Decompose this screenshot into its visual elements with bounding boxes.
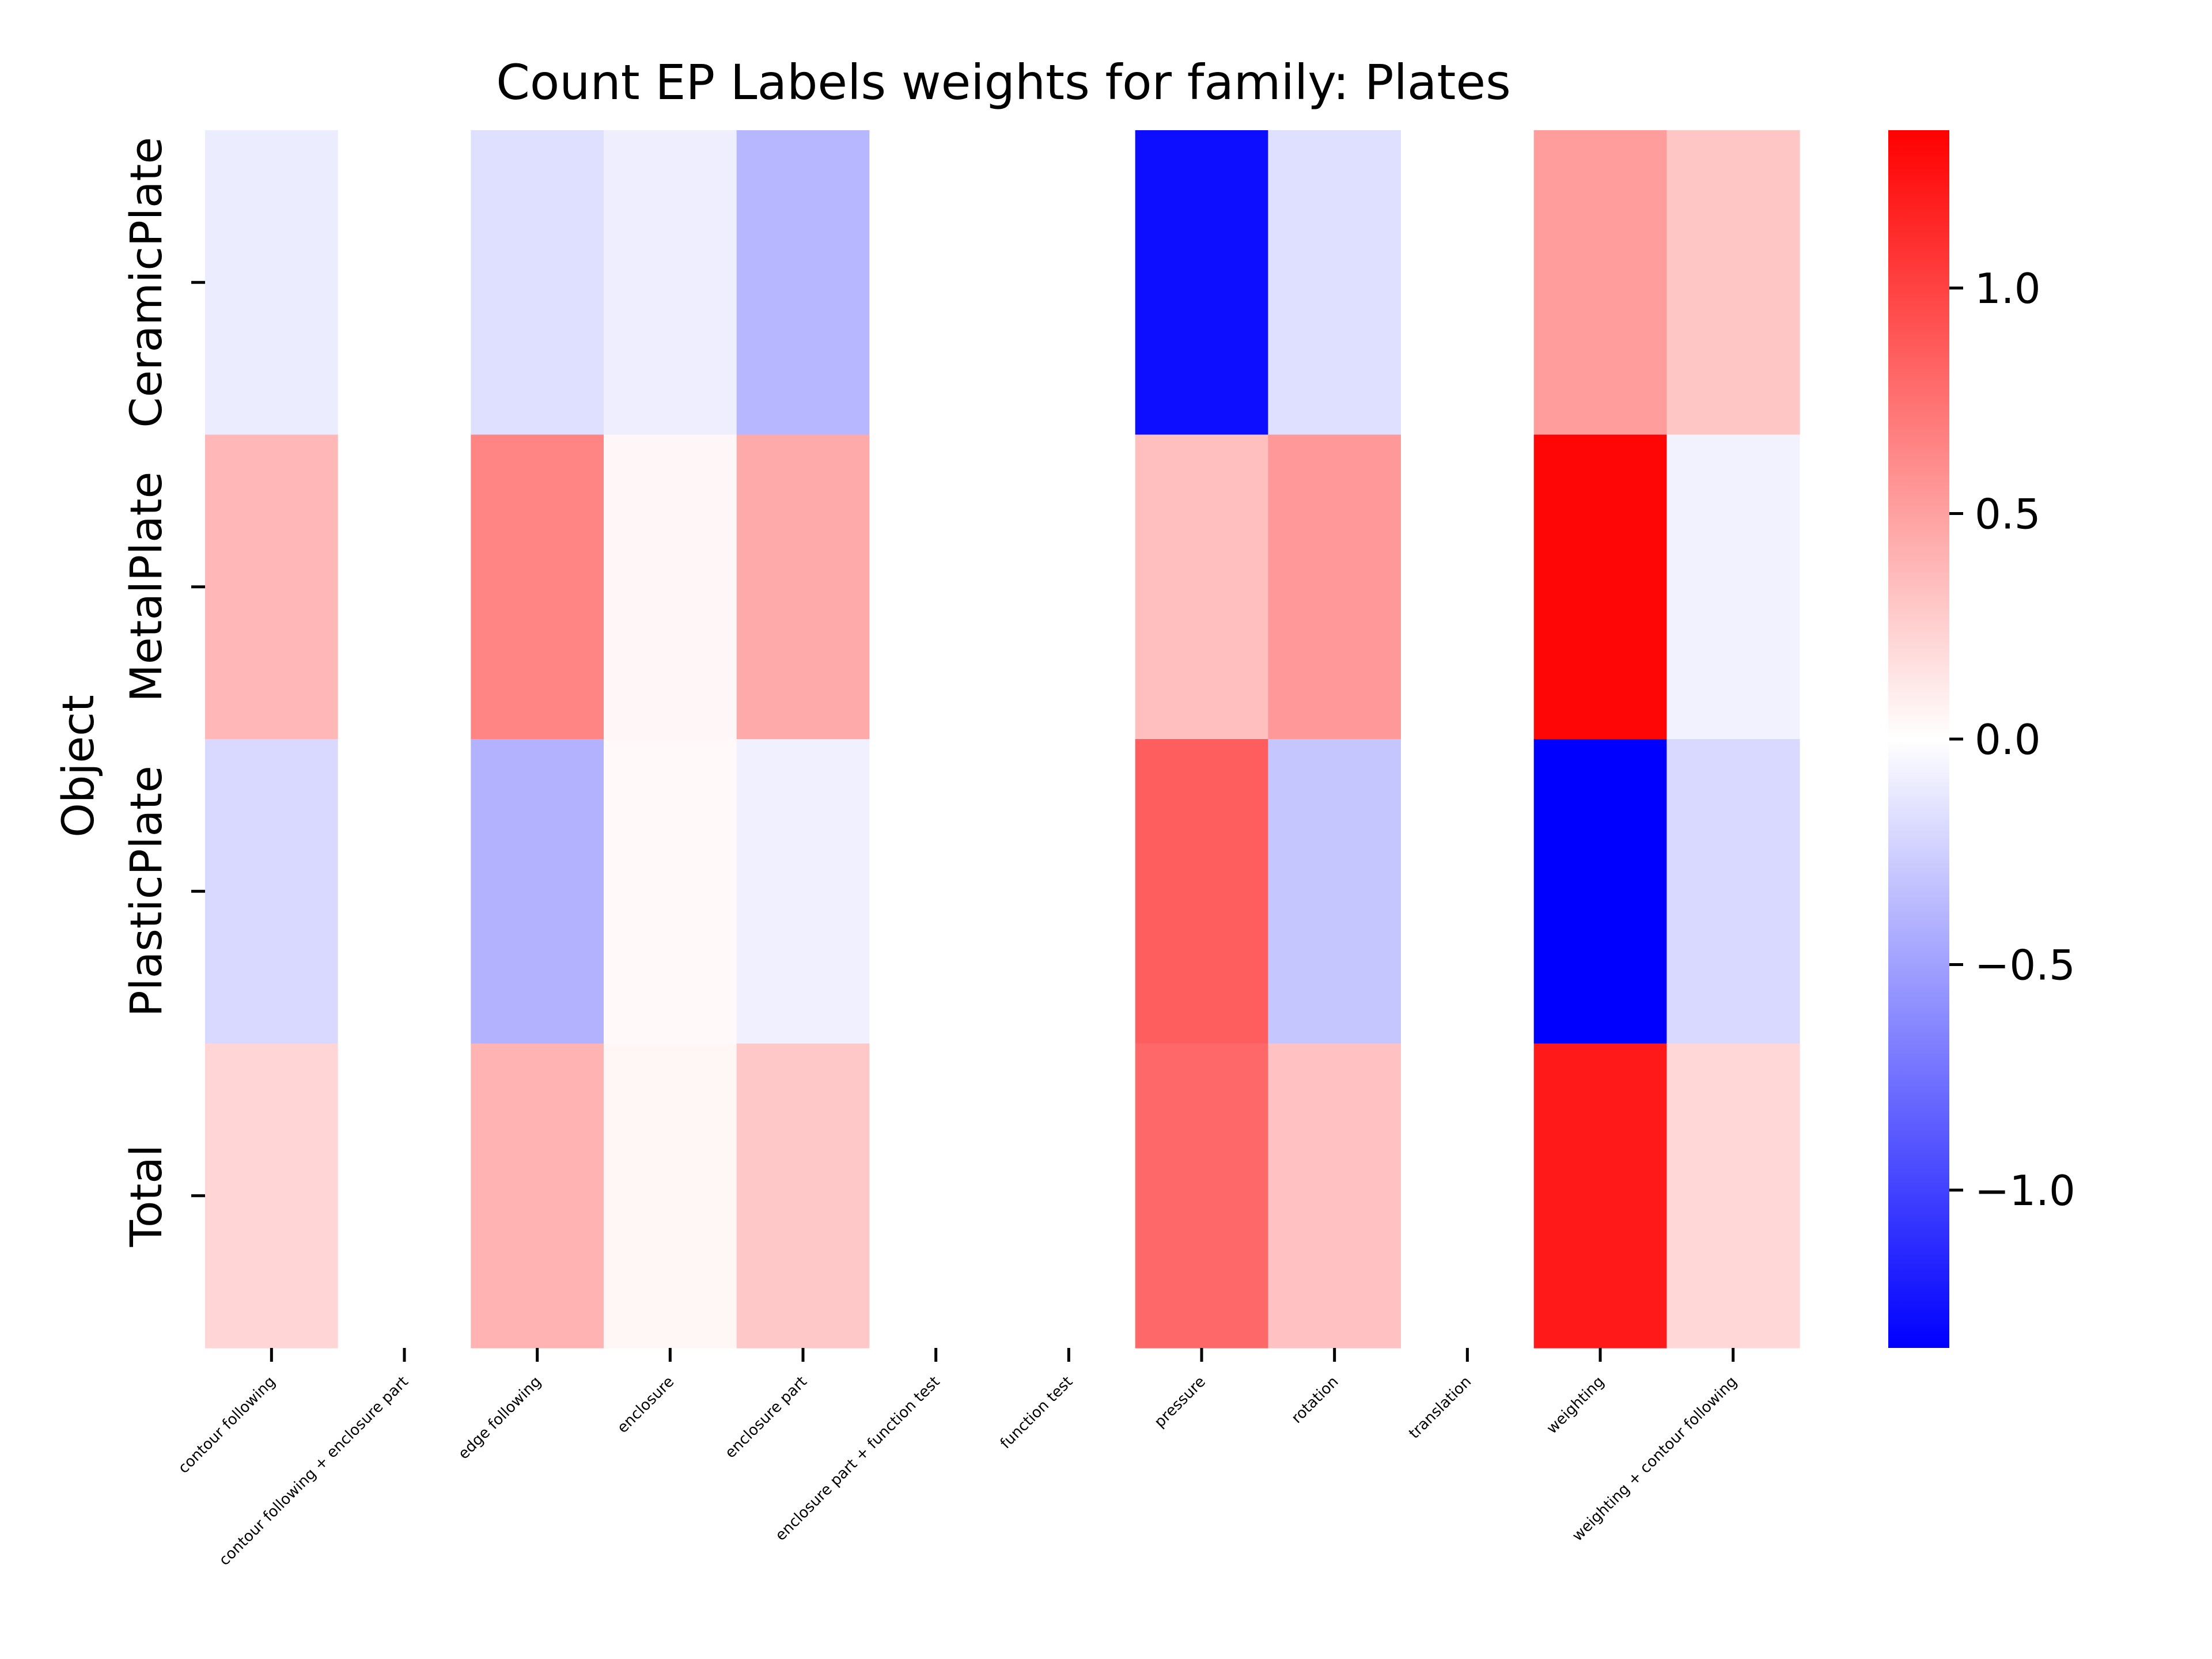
- heatmap-cell-CeramicPlate-1: [338, 130, 471, 435]
- heatmap-cell-PlasticPlate-4: [736, 739, 870, 1044]
- heatmap-cell-CeramicPlate-4: [736, 130, 870, 435]
- heatmap-cell-Total-1: [338, 1043, 471, 1349]
- heatmap-cell-CeramicPlate-8: [1268, 130, 1402, 435]
- x-tick-label: edge following: [455, 1373, 545, 1463]
- heatmap-cell-MetalPlate-3: [604, 434, 737, 740]
- colorbar-ticks: 1.0 0.5 0.0 −0.5 −1.0: [1949, 264, 2075, 1215]
- heatmap-cell-Total-5: [869, 1043, 1003, 1349]
- heatmap-cells: [205, 130, 1800, 1349]
- colorbar-tick-label: 0.0: [1975, 715, 2041, 764]
- x-tick-label: contour following: [175, 1373, 279, 1477]
- x-tick-label: translation: [1406, 1373, 1475, 1442]
- heatmap-cell-Total-11: [1666, 1043, 1800, 1349]
- colorbar-tick-label: 0.5: [1975, 490, 2041, 539]
- heatmap-cell-PlasticPlate-2: [471, 739, 604, 1044]
- heatmap-cell-CeramicPlate-10: [1533, 130, 1667, 435]
- x-tick-label: enclosure part + function test: [772, 1373, 943, 1544]
- heatmap-cell-Total-10: [1533, 1043, 1667, 1349]
- chart-title: Count EP Labels weights for family: Plat…: [496, 54, 1511, 111]
- heatmap-cell-CeramicPlate-0: [205, 130, 339, 435]
- x-tick-label: rotation: [1288, 1373, 1342, 1427]
- heatmap-cell-CeramicPlate-5: [869, 130, 1003, 435]
- heatmap-cell-MetalPlate-1: [338, 434, 471, 740]
- heatmap-cell-CeramicPlate-7: [1135, 130, 1268, 435]
- x-tick-label: enclosure part: [722, 1373, 810, 1462]
- x-tick-label: function test: [997, 1373, 1076, 1452]
- heatmap-cell-PlasticPlate-7: [1135, 739, 1268, 1044]
- heatmap-cell-MetalPlate-9: [1401, 434, 1535, 740]
- heatmap-cell-PlasticPlate-3: [604, 739, 737, 1044]
- heatmap-cell-PlasticPlate-11: [1666, 739, 1800, 1044]
- heatmap-cell-CeramicPlate-11: [1666, 130, 1800, 435]
- colorbar-tick-label: 1.0: [1975, 264, 2041, 313]
- heatmap-cell-CeramicPlate-3: [604, 130, 737, 435]
- y-axis-label: Object: [52, 695, 104, 838]
- heatmap-cell-PlasticPlate-1: [338, 739, 471, 1044]
- y-tick-label: MetalPlate: [120, 472, 172, 702]
- y-tick-label: CeramicPlate: [120, 137, 172, 428]
- heatmap-cell-PlasticPlate-9: [1401, 739, 1535, 1044]
- colorbar: [1888, 130, 1949, 1348]
- heatmap-cell-PlasticPlate-8: [1268, 739, 1402, 1044]
- colorbar-tick-label: −0.5: [1975, 941, 2075, 989]
- heatmap-cell-MetalPlate-5: [869, 434, 1003, 740]
- y-tick-label: Total: [120, 1145, 172, 1248]
- x-tick-label: enclosure: [614, 1373, 677, 1437]
- heatmap-cell-Total-2: [471, 1043, 604, 1349]
- x-tick-label: weighting: [1543, 1373, 1608, 1438]
- heatmap-cell-Total-6: [1002, 1043, 1136, 1349]
- heatmap-cell-Total-9: [1401, 1043, 1535, 1349]
- heatmap-cell-CeramicPlate-6: [1002, 130, 1136, 435]
- heatmap-cell-PlasticPlate-5: [869, 739, 1003, 1044]
- heatmap-cell-Total-8: [1268, 1043, 1402, 1349]
- heatmap-cell-MetalPlate-10: [1533, 434, 1667, 740]
- heatmap-cell-MetalPlate-8: [1268, 434, 1402, 740]
- heatmap-cell-MetalPlate-4: [736, 434, 870, 740]
- heatmap-cell-MetalPlate-11: [1666, 434, 1800, 740]
- heatmap-cell-Total-0: [205, 1043, 339, 1349]
- heatmap-cell-MetalPlate-0: [205, 434, 339, 740]
- heatmap-cell-Total-7: [1135, 1043, 1268, 1349]
- heatmap-cell-Total-3: [604, 1043, 737, 1349]
- heatmap-cell-PlasticPlate-0: [205, 739, 339, 1044]
- heatmap-cell-MetalPlate-7: [1135, 434, 1268, 740]
- y-axis-ticks: CeramicPlate MetalPlate PlasticPlate Total: [120, 137, 205, 1248]
- heatmap-cell-Total-4: [736, 1043, 870, 1349]
- heatmap-cell-PlasticPlate-10: [1533, 739, 1667, 1044]
- x-tick-label: weighting + contour following: [1569, 1373, 1741, 1545]
- colorbar-tick-label: −1.0: [1975, 1166, 2075, 1215]
- heatmap-cell-MetalPlate-2: [471, 434, 604, 740]
- heatmap-cell-CeramicPlate-9: [1401, 130, 1535, 435]
- heatmap-cell-MetalPlate-6: [1002, 434, 1136, 740]
- x-tick-label: pressure: [1151, 1373, 1209, 1431]
- heatmap-cell-CeramicPlate-2: [471, 130, 604, 435]
- heatmap-cell-PlasticPlate-6: [1002, 739, 1136, 1044]
- y-tick-label: PlasticPlate: [120, 766, 172, 1017]
